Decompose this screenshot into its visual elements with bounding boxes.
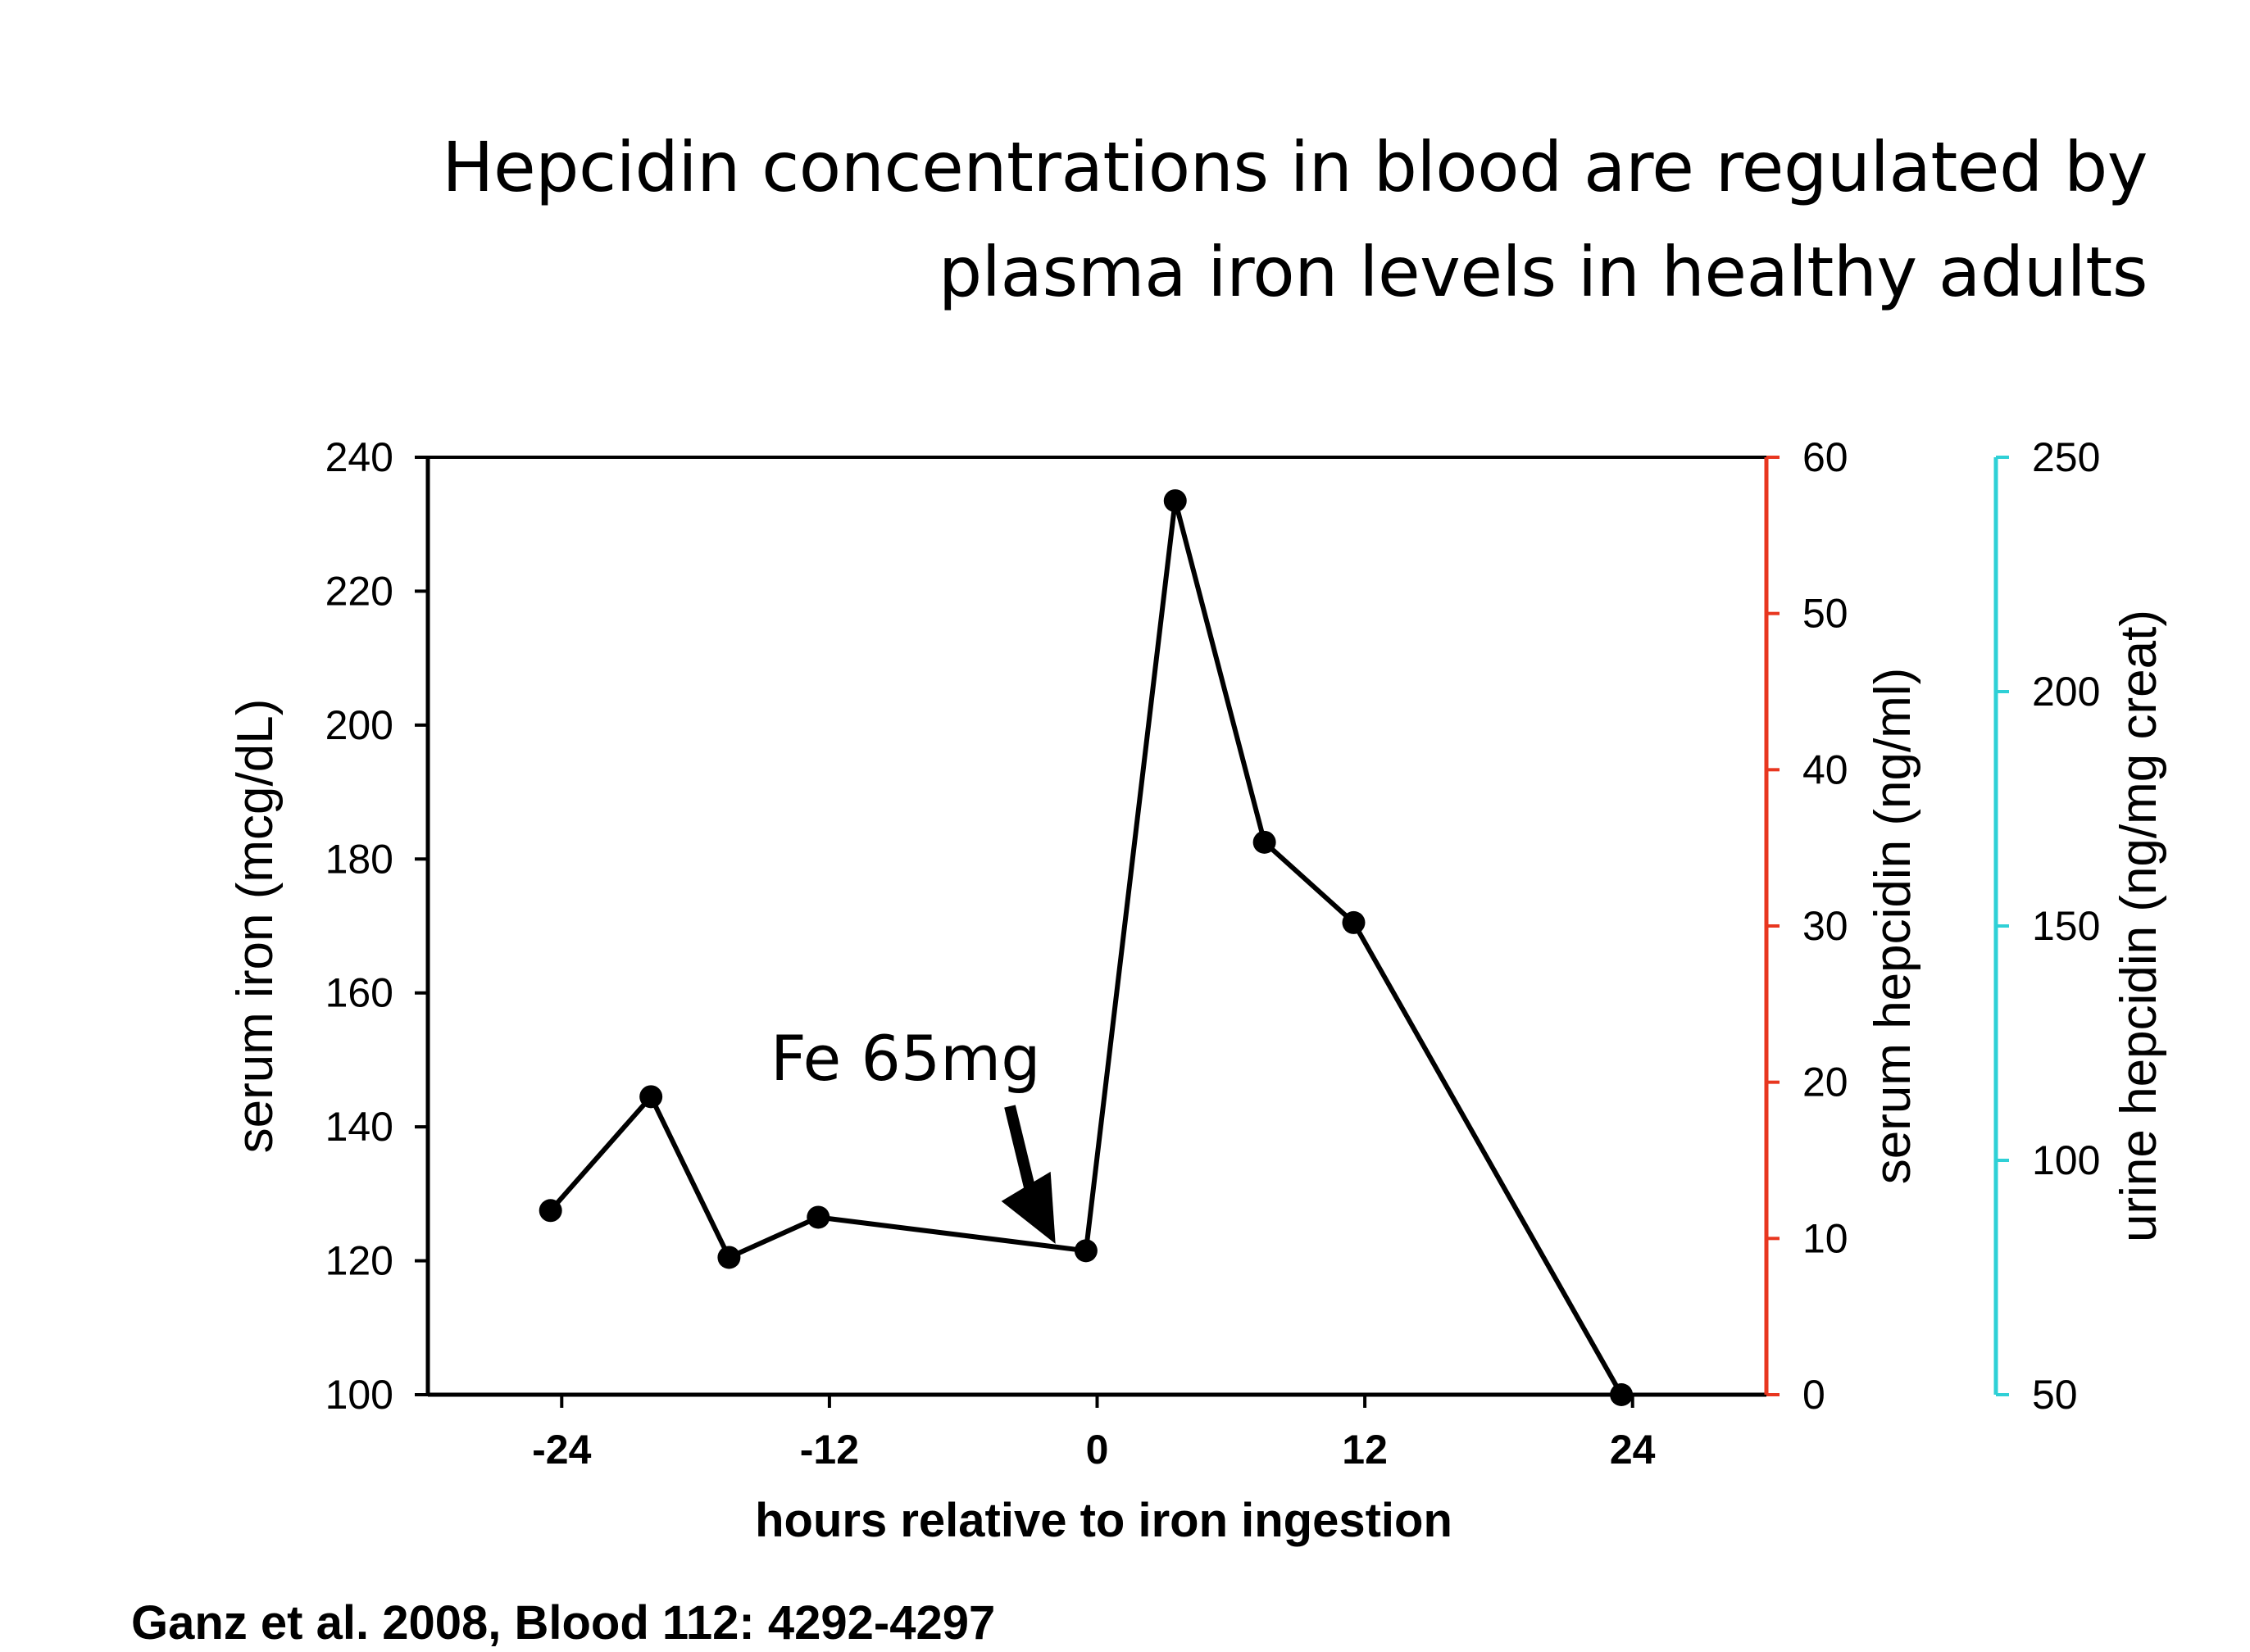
x-tick-label: -24 bbox=[532, 1427, 591, 1473]
citation: Ganz et al. 2008, Blood 112: 4292-4297 bbox=[131, 1596, 996, 1650]
data-point bbox=[1610, 1383, 1634, 1406]
right2-axis-tick-label: 100 bbox=[2032, 1137, 2100, 1183]
y-tick-label: 180 bbox=[325, 836, 393, 882]
data-point bbox=[1342, 910, 1366, 934]
x-tick-label: -12 bbox=[800, 1427, 859, 1473]
right-axis-tick-label: 40 bbox=[1802, 747, 1848, 792]
slide-title: Hepcidin concentrations in blood are reg… bbox=[180, 115, 2148, 324]
x-tick-label: 12 bbox=[1342, 1427, 1388, 1473]
y-tick-label: 160 bbox=[325, 970, 393, 1016]
right2-axis-label: urine hepcidin (ng/mg creat) bbox=[2111, 610, 2167, 1242]
y-tick-label: 140 bbox=[325, 1104, 393, 1150]
right-axis-tick-label: 30 bbox=[1802, 903, 1848, 949]
y-tick-label: 240 bbox=[325, 434, 393, 480]
data-point bbox=[1252, 830, 1276, 854]
right2-axis-tick-label: 250 bbox=[2032, 434, 2100, 480]
y-tick-label: 120 bbox=[325, 1238, 393, 1284]
right-axis-tick-label: 20 bbox=[1802, 1060, 1848, 1105]
data-point bbox=[807, 1205, 830, 1229]
y-tick-label: 100 bbox=[325, 1372, 393, 1418]
y-tick-label: 200 bbox=[325, 702, 393, 748]
x-tick-label: 0 bbox=[1086, 1427, 1109, 1473]
right2-axis-tick-label: 200 bbox=[2032, 669, 2100, 715]
data-point bbox=[717, 1246, 741, 1269]
right-axis-tick-label: 50 bbox=[1802, 591, 1848, 637]
right-axis-label: serum hepcidin (ng/ml) bbox=[1865, 668, 1921, 1185]
annotation-arrow-head bbox=[1001, 1171, 1056, 1244]
y-tick-label: 220 bbox=[325, 568, 393, 614]
data-point bbox=[1163, 489, 1187, 513]
right2-axis-tick-label: 150 bbox=[2032, 903, 2100, 949]
slide-title-line2: plasma iron levels in healthy adults bbox=[938, 232, 2148, 312]
x-axis-label: hours relative to iron ingestion bbox=[755, 1494, 1452, 1547]
right-axis-tick-label: 10 bbox=[1802, 1215, 1848, 1261]
data-point bbox=[639, 1085, 663, 1109]
right-axis-tick-label: 60 bbox=[1802, 434, 1848, 480]
x-tick-label: 24 bbox=[1610, 1427, 1656, 1473]
y-axis-label: serum iron (mcg/dL) bbox=[227, 699, 284, 1154]
right2-axis-tick-label: 50 bbox=[2032, 1372, 2078, 1418]
slide-title-line1: Hepcidin concentrations in blood are reg… bbox=[442, 127, 2148, 207]
data-point bbox=[1074, 1239, 1098, 1263]
annotation-label: Fe 65mg bbox=[770, 1022, 1040, 1095]
right-axis-tick-label: 0 bbox=[1802, 1372, 1825, 1418]
annotation-arrow-shaft bbox=[1004, 1105, 1039, 1201]
data-point bbox=[539, 1199, 562, 1223]
